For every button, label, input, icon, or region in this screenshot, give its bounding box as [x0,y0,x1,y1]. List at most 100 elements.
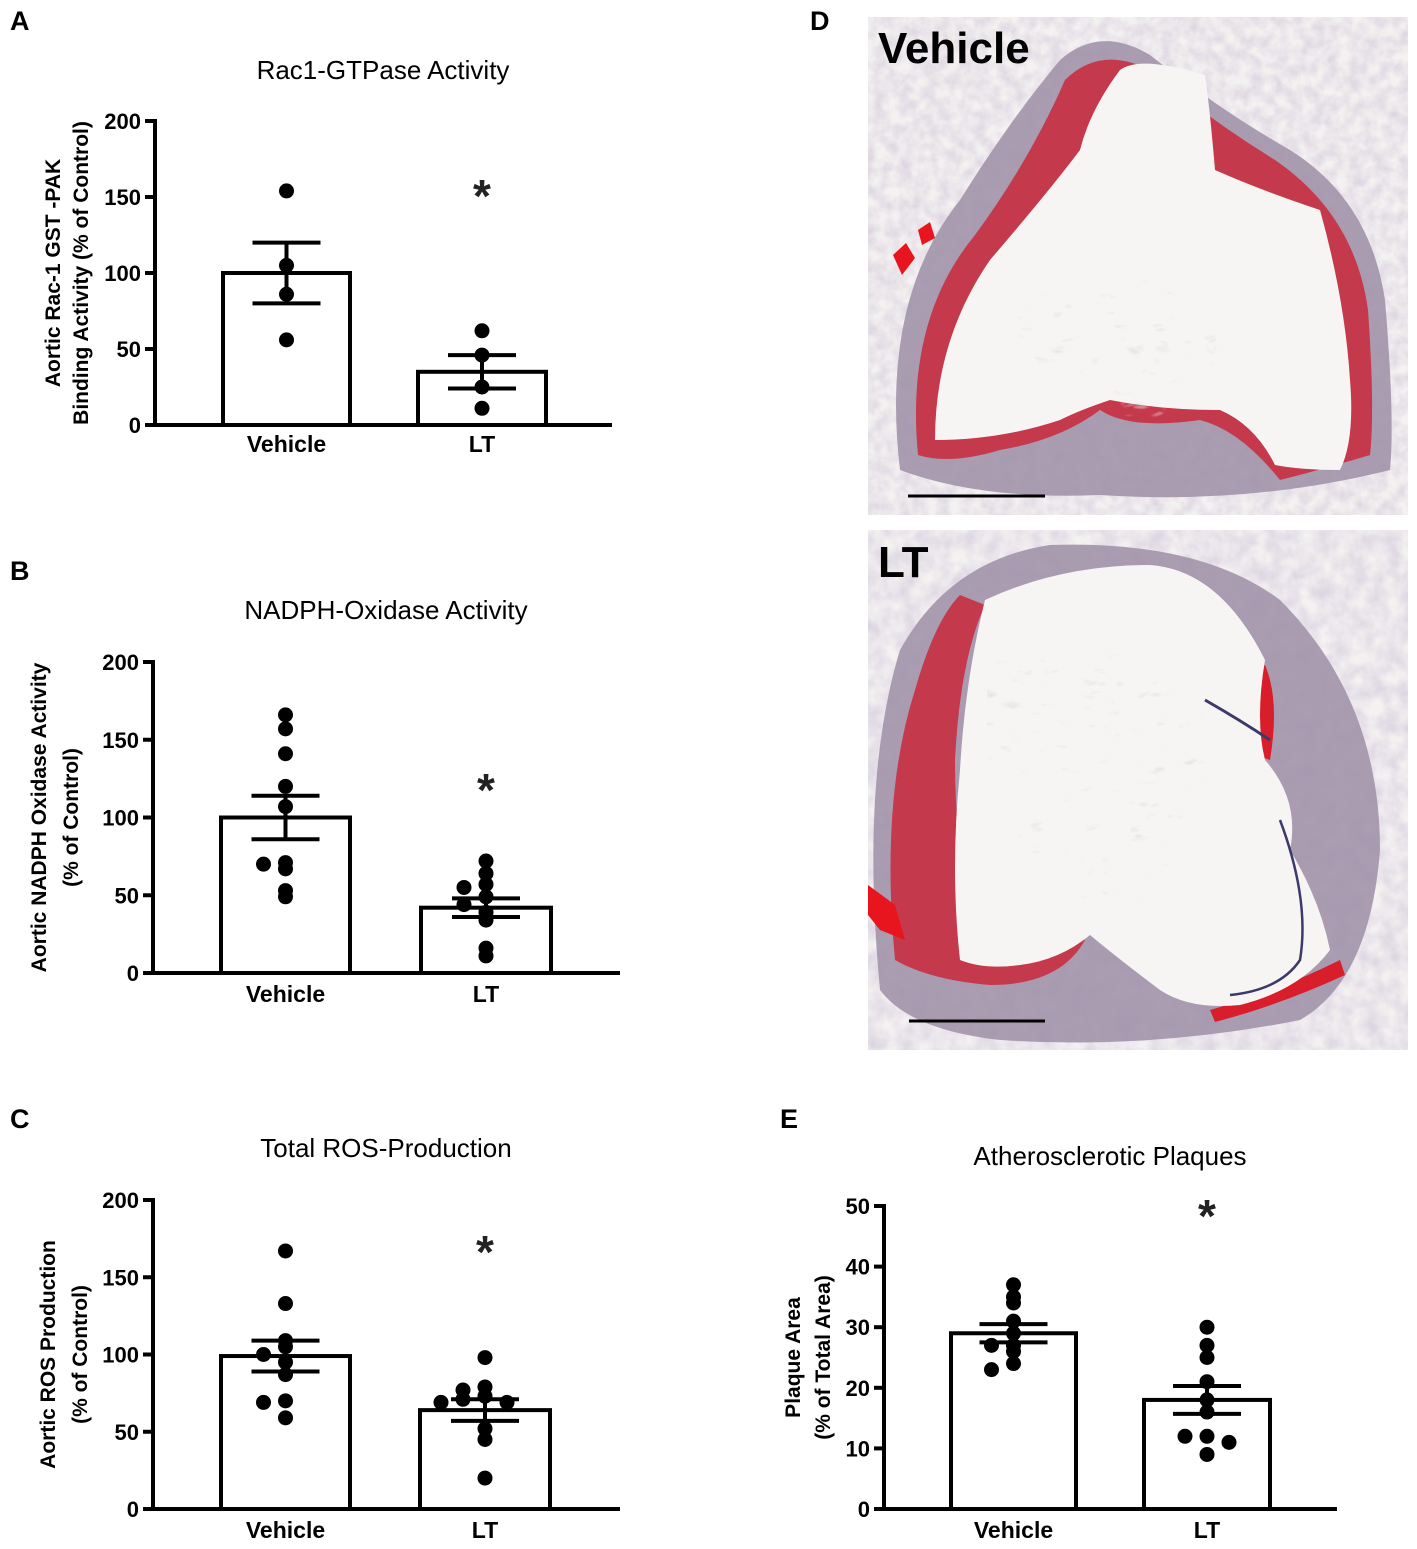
data-point [256,1347,271,1362]
y-tick-label: 10 [846,1436,870,1461]
data-point [477,1470,493,1486]
y-axis-label: Aortic Rac-1 GST -PAK [42,159,65,387]
chart-title: Rac1-GTPase Activity [257,55,510,85]
y-tick-label: 50 [115,883,139,908]
y-tick-label: 150 [102,728,139,753]
significance-asterisk: * [476,1226,494,1278]
data-point [278,778,293,794]
data-point [256,1394,271,1410]
y-tick-label: 30 [846,1315,870,1340]
y-tick-label: 50 [115,1420,139,1445]
data-point [1221,1434,1237,1450]
data-point [278,1243,293,1259]
significance-asterisk: * [477,764,495,816]
y-tick-label: 20 [846,1376,870,1401]
data-point [1199,1350,1215,1365]
data-point [1199,1319,1215,1335]
x-category-label: LT [1194,1517,1220,1543]
micrograph-label-lt: LT [878,538,929,587]
y-tick-label: 0 [129,413,141,438]
y-tick-label: 0 [127,961,139,986]
data-point [278,861,293,877]
significance-asterisk: * [1198,1190,1216,1242]
chart-title: NADPH-Oxidase Activity [244,595,527,625]
data-point [278,746,293,762]
data-point [1006,1295,1021,1311]
y-tick-label: 150 [104,185,141,210]
y-tick-label: 0 [127,1497,139,1522]
x-category-label: LT [473,981,499,1007]
y-tick-label: 40 [846,1255,870,1280]
micrograph-vehicle: Vehicle [868,17,1408,515]
y-axis-label: (% of Control) [69,1285,92,1424]
x-category-label: LT [472,1517,498,1543]
data-point [279,183,294,199]
data-point [1177,1428,1193,1444]
data-point [478,865,494,881]
y-tick-label: 50 [846,1194,870,1219]
data-point [433,1394,449,1410]
data-point [984,1337,999,1353]
data-point [278,707,293,723]
data-point [1199,1446,1215,1462]
micrograph-lt: LT [868,530,1408,1050]
data-point [474,323,490,339]
data-point [477,1421,493,1437]
data-point [478,948,494,964]
y-tick-label: 150 [102,1265,139,1290]
panel-letter-d: D [810,6,830,36]
data-point [456,879,472,895]
chart-atherosclerotic-plaques: Atherosclerotic Plaques Plaque Area (% of … [782,1141,1337,1543]
y-axis-label: (% of Total Area) [812,1275,835,1440]
y-tick-label: 0 [858,1497,870,1522]
data-point [278,889,293,905]
chart-title: Atherosclerotic Plaques [973,1141,1246,1171]
data-point [499,1394,515,1410]
data-point [478,853,494,869]
x-category-label: Vehicle [247,431,326,457]
y-axis-label: Aortic NADPH Oxidase Activity [28,662,51,972]
y-tick-label: 50 [117,337,141,362]
data-point [1199,1337,1215,1353]
data-point [278,1410,293,1426]
y-tick-label: 100 [102,1343,139,1368]
chart-title: Total ROS-Production [260,1133,511,1163]
micrograph-label-vehicle: Vehicle [878,24,1030,73]
data-point [278,1393,293,1409]
y-tick-label: 100 [102,806,139,831]
data-point [279,332,294,348]
data-point [477,1431,493,1447]
y-axis-label: Binding Activity (% of Control) [70,121,93,425]
chart-total-ros: Total ROS-Production Aortic ROS Productio… [37,1133,620,1543]
significance-asterisk: * [473,170,491,222]
data-point [1006,1277,1021,1293]
x-category-label: Vehicle [246,981,325,1007]
panel-letter-c: C [10,1104,30,1134]
data-point [456,897,472,913]
panel-letter-a: A [10,6,30,36]
x-category-label: Vehicle [246,1517,325,1543]
data-point [1006,1356,1021,1372]
x-category-label: LT [469,431,495,457]
y-tick-label: 100 [104,261,141,286]
y-tick-label: 200 [102,1188,139,1213]
x-category-label: Vehicle [974,1517,1053,1543]
panel-letter-b: B [10,556,30,586]
data-point [477,1350,493,1366]
data-point [984,1362,999,1378]
data-point [1006,1343,1021,1359]
panel-letter-e: E [780,1104,798,1134]
y-tick-label: 200 [104,109,141,134]
data-point [478,876,494,892]
data-point [474,400,490,416]
data-point [1199,1428,1215,1444]
y-axis-label: (% of Control) [60,748,83,887]
chart-nadph-oxidase: NADPH-Oxidase Activity Aortic NADPH Oxida… [28,595,620,1007]
chart-rac1-gtpase: Rac1-GTPase Activity Aortic Rac-1 GST -PA… [42,55,612,457]
data-point [278,721,293,737]
data-point [256,856,271,872]
data-point [278,1296,293,1312]
y-axis-label: Aortic ROS Production [37,1240,60,1469]
y-axis-label: Plaque Area [782,1297,805,1418]
